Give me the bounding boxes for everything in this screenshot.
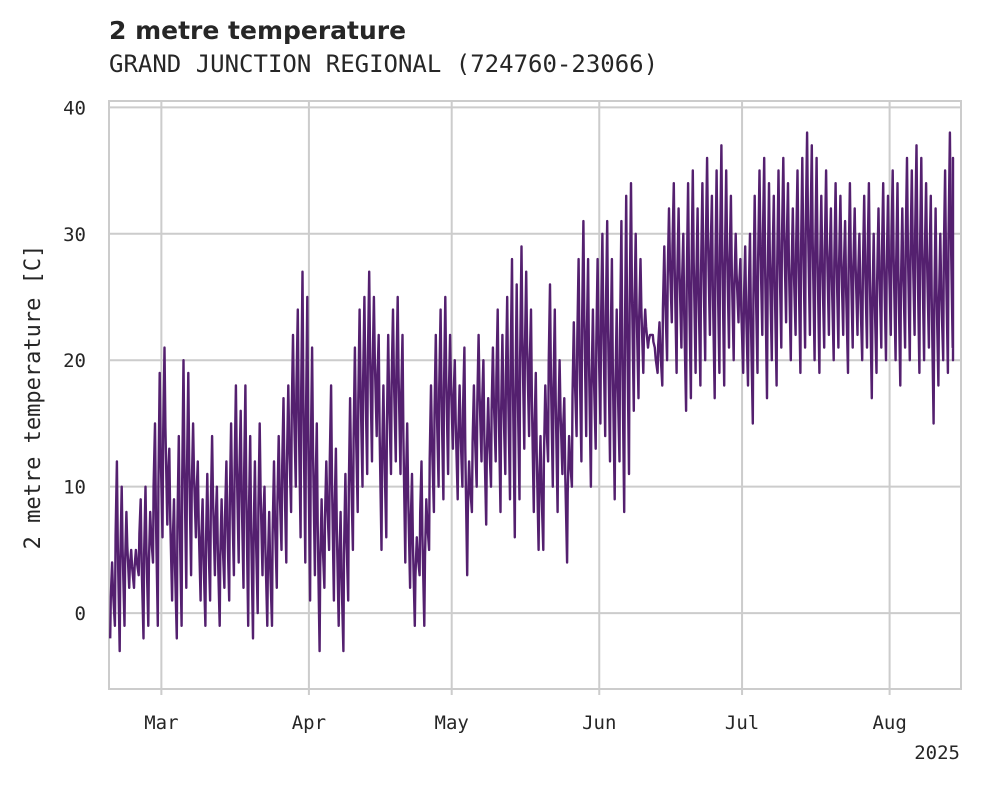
x-year-label: 2025 — [914, 742, 960, 764]
y-tick-label: 40 — [63, 97, 86, 119]
y-tick-labels: 0 10 20 30 40 — [63, 97, 86, 625]
x-tick-label: Jul — [725, 712, 759, 734]
y-tick-label: 20 — [63, 350, 86, 372]
y-tick-label: 10 — [63, 477, 86, 499]
x-tick-label: Apr — [292, 712, 326, 734]
plot-frame — [108, 100, 962, 690]
x-tick-label: Jun — [582, 712, 616, 734]
series-group — [109, 131, 955, 653]
temperature-series-line — [109, 131, 955, 653]
y-axis-label: 2 metre temperature [C] — [21, 245, 46, 550]
x-tick-labels: Mar Apr May Jun Jul Aug — [144, 712, 907, 734]
y-tick-label: 0 — [75, 603, 86, 625]
x-tick-label: May — [435, 712, 469, 734]
x-tick-label: Aug — [872, 712, 906, 734]
y-tick-label: 30 — [63, 224, 86, 246]
chart-title: 2 metre temperature — [109, 16, 407, 45]
chart-subtitle: GRAND JUNCTION REGIONAL (724760-23066) — [109, 50, 659, 78]
x-tick-label: Mar — [144, 712, 178, 734]
